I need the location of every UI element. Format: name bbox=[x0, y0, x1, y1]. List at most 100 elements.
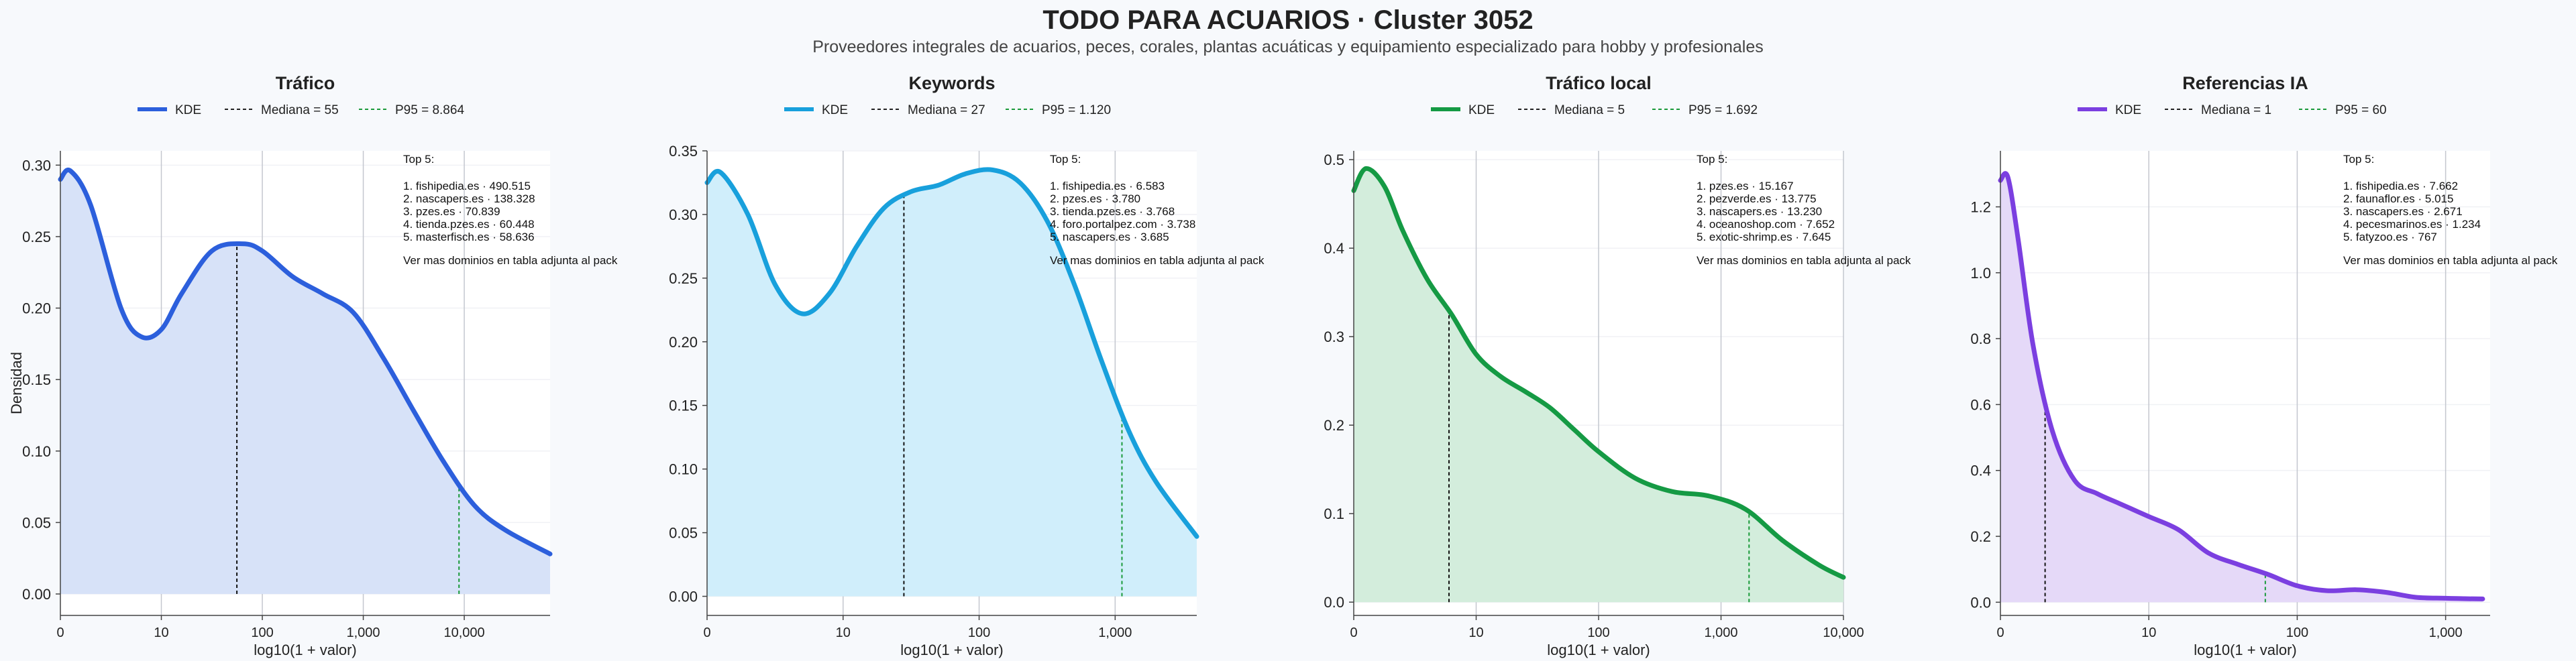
top5-item: 1. fishipedia.es · 7.662 bbox=[2343, 180, 2458, 192]
top5-heading: Top 5: bbox=[2343, 153, 2374, 166]
x-tick-label: 0 bbox=[1350, 625, 1357, 640]
x-tick-label: 100 bbox=[2286, 625, 2308, 640]
kde-line bbox=[704, 167, 1199, 539]
kde-line bbox=[58, 168, 553, 556]
legend-kde-label: KDE bbox=[175, 103, 201, 117]
top5-item: 5. masterfisch.es · 58.636 bbox=[403, 231, 535, 243]
x-tick-label: 100 bbox=[968, 625, 990, 640]
legend-median-label: Mediana = 5 bbox=[1554, 103, 1625, 117]
x-tick-label: 10 bbox=[1468, 625, 1483, 640]
y-axis-label: Densidad bbox=[8, 352, 25, 414]
x-tick-label: 100 bbox=[251, 625, 273, 640]
top5-item: 3. nascapers.es · 13.230 bbox=[1697, 205, 1822, 218]
chart-3: Referencias IA KDE Mediana = 1 P95 = 60 0.0 0… bbox=[1970, 73, 2558, 658]
chart-1: Keywords KDE Mediana = 27 P95 = 1.120 0.00 0.… bbox=[669, 73, 1265, 658]
y-tick-label: 0.15 bbox=[669, 398, 698, 414]
legend-p95-label: P95 = 1.120 bbox=[1042, 103, 1111, 117]
top5-item: 5. nascapers.es · 3.685 bbox=[1050, 231, 1169, 243]
y-tick-label: 0.6 bbox=[1970, 396, 1991, 413]
legend-p95-label: P95 = 1.692 bbox=[1688, 103, 1758, 117]
y-tick-label: 0.25 bbox=[22, 229, 51, 245]
top5-footer: Ver mas dominios en tabla adjunta al pac… bbox=[1697, 254, 1911, 267]
chart-2: Tráfico local KDE Mediana = 5 P95 = 1.692 0.… bbox=[1324, 73, 1911, 658]
x-axis-label: log10(1 + valor) bbox=[900, 642, 1003, 658]
kde-area bbox=[2000, 173, 2483, 603]
chart-0: Tráfico KDE Mediana = 55 P95 = 8.864 0.00 0.0… bbox=[8, 73, 618, 658]
y-tick-label: 0.20 bbox=[22, 300, 51, 317]
top5-item: 4. tienda.pzes.es · 60.448 bbox=[403, 218, 535, 231]
top5-item: 4. pecesmarinos.es · 1.234 bbox=[2343, 218, 2481, 231]
x-tick-label: 10 bbox=[2141, 625, 2156, 640]
y-tick-label: 0.2 bbox=[1970, 528, 1991, 545]
y-tick-label: 0.2 bbox=[1324, 417, 1344, 434]
legend-kde-label: KDE bbox=[822, 103, 848, 117]
x-tick-label: 1,000 bbox=[347, 625, 380, 640]
legend-median-label: Mediana = 55 bbox=[261, 103, 339, 117]
x-axis-label: log10(1 + valor) bbox=[254, 642, 356, 658]
y-tick-label: 0.05 bbox=[669, 525, 698, 542]
chart-title: Tráfico bbox=[276, 73, 335, 93]
x-tick-label: 0 bbox=[56, 625, 64, 640]
y-tick-label: 0.00 bbox=[669, 589, 698, 605]
kde-area bbox=[1354, 168, 1843, 603]
top5-item: 3. pzes.es · 70.839 bbox=[403, 205, 500, 218]
legend-kde-label: KDE bbox=[1468, 103, 1495, 117]
y-tick-label: 0.4 bbox=[1324, 240, 1344, 257]
top5-heading: Top 5: bbox=[403, 153, 434, 166]
top5-footer: Ver mas dominios en tabla adjunta al pac… bbox=[1050, 254, 1265, 267]
y-tick-label: 0.0 bbox=[1970, 594, 1991, 611]
top5-item: 1. fishipedia.es · 490.515 bbox=[403, 180, 531, 192]
y-tick-label: 0.20 bbox=[669, 334, 698, 351]
x-axis-label: log10(1 + valor) bbox=[2194, 642, 2296, 658]
y-tick-label: 0.00 bbox=[22, 586, 51, 603]
chart-title: Referencias IA bbox=[2182, 73, 2308, 93]
legend-median-label: Mediana = 27 bbox=[908, 103, 985, 117]
x-tick-label: 10,000 bbox=[443, 625, 484, 640]
y-tick-label: 1.0 bbox=[1970, 265, 1991, 282]
top5-item: 2. pezverde.es · 13.775 bbox=[1697, 192, 1817, 205]
x-tick-label: 1,000 bbox=[2429, 625, 2463, 640]
top5-item: 1. fishipedia.es · 6.583 bbox=[1050, 180, 1165, 192]
top5-item: 5. fatyzoo.es · 767 bbox=[2343, 231, 2437, 243]
kde-area bbox=[707, 169, 1197, 597]
legend-p95-label: P95 = 60 bbox=[2335, 103, 2387, 117]
x-tick-label: 10 bbox=[154, 625, 168, 640]
page-subtitle: Proveedores integrales de acuarios, pece… bbox=[812, 38, 1764, 56]
y-tick-label: 0.15 bbox=[22, 371, 51, 388]
y-tick-label: 0.25 bbox=[669, 270, 698, 287]
y-tick-label: 0.30 bbox=[669, 206, 698, 223]
kde-line bbox=[1998, 171, 2485, 601]
y-tick-label: 0.10 bbox=[669, 461, 698, 478]
legend-kde-label: KDE bbox=[2115, 103, 2141, 117]
x-tick-label: 100 bbox=[1587, 625, 1609, 640]
x-tick-label: 0 bbox=[1996, 625, 2004, 640]
legend-median-label: Mediana = 1 bbox=[2201, 103, 2271, 117]
y-tick-label: 0.8 bbox=[1970, 330, 1991, 347]
top5-item: 3. tienda.pzes.es · 3.768 bbox=[1050, 205, 1175, 218]
top5-item: 5. exotic-shrimp.es · 7.645 bbox=[1697, 231, 1831, 243]
top5-item: 1. pzes.es · 15.167 bbox=[1697, 180, 1794, 192]
legend-p95-label: P95 = 8.864 bbox=[395, 103, 464, 117]
top5-item: 2. pzes.es · 3.780 bbox=[1050, 192, 1140, 205]
y-tick-label: 0.10 bbox=[22, 443, 51, 460]
top5-item: 3. nascapers.es · 2.671 bbox=[2343, 205, 2463, 218]
y-tick-label: 0.3 bbox=[1324, 328, 1344, 345]
x-tick-label: 10,000 bbox=[1823, 625, 1864, 640]
chart-title: Keywords bbox=[908, 73, 995, 93]
page-title: TODO PARA ACUARIOS · Cluster 3052 bbox=[1042, 5, 1534, 35]
y-tick-label: 0.0 bbox=[1324, 594, 1344, 611]
x-tick-label: 10 bbox=[836, 625, 851, 640]
kde-area bbox=[60, 170, 550, 594]
x-axis-label: log10(1 + valor) bbox=[1547, 642, 1650, 658]
top5-item: 2. faunaflor.es · 5.015 bbox=[2343, 192, 2453, 205]
top5-item: 4. oceanoshop.com · 7.652 bbox=[1697, 218, 1835, 231]
y-tick-label: 0.35 bbox=[669, 143, 698, 160]
top5-heading: Top 5: bbox=[1697, 153, 1727, 166]
top5-heading: Top 5: bbox=[1050, 153, 1081, 166]
y-tick-label: 1.2 bbox=[1970, 199, 1991, 216]
y-tick-label: 0.30 bbox=[22, 157, 51, 174]
y-tick-label: 0.05 bbox=[22, 514, 51, 531]
top5-footer: Ver mas dominios en tabla adjunta al pac… bbox=[403, 254, 618, 267]
y-tick-label: 0.5 bbox=[1324, 152, 1344, 168]
